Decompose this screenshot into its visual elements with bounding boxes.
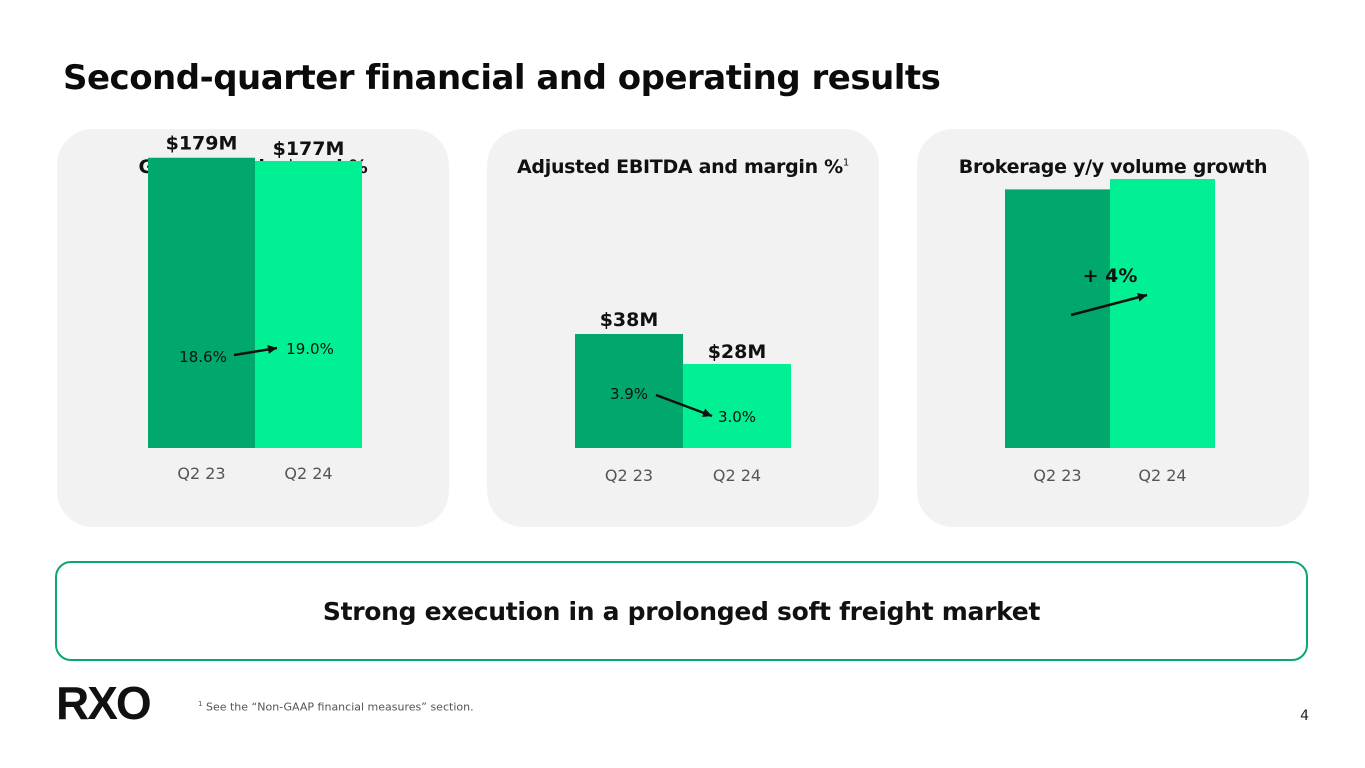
bar-q2-24 [683,364,791,448]
adjusted-ebitda-chart: Q2 23 $38M 3.9% Q2 24 $28M 3.0% [575,309,791,485]
x-tick-label: Q2 23 [1033,466,1081,485]
brokerage-volume-card: Brokerage y/y volume growth Q2 23 Q2 24 + … [917,129,1309,527]
x-tick-label: Q2 24 [713,466,761,485]
x-tick-label: Q2 23 [605,466,653,485]
data-label: $28M [708,341,767,363]
rxo-logo: RXO [56,677,152,729]
summary-banner-text: Strong execution in a prolonged soft fre… [322,596,1041,626]
x-tick-label: Q2 24 [1138,466,1186,485]
trend-arrow-line [655,393,713,418]
bar-q2-24 [1110,179,1215,448]
bar-q2-24 [255,160,362,449]
adjusted-ebitda-card: Adjusted EBITDA and margin %1 Q2 23 $38M 3… [487,129,879,527]
footnote: 1 See the “Non-GAAP financial measures” … [198,700,474,714]
margin-percent-label: 19.0% [286,340,334,358]
summary-banner: Strong execution in a prolonged soft fre… [55,561,1308,661]
brokerage-volume-chart: Q2 23 Q2 24 + 4% [1005,179,1215,485]
trend-arrow-head [267,345,277,354]
bar-q2-23 [1005,189,1110,448]
page-title: Second-quarter financial and operating r… [63,58,941,98]
gross-margin-chart: Q2 23 $179M 18.6% Q2 24 $177M 19.0% [148,133,362,483]
data-label: $177M [273,138,345,160]
x-tick-label: Q2 23 [177,464,225,483]
data-label: $179M [166,133,238,155]
margin-percent-label: 3.0% [718,408,756,426]
adjusted-ebitda-chart-title: Adjusted EBITDA and margin %1 [517,156,849,178]
trend-arrow-line [1070,293,1148,317]
bar-q2-23 [148,157,255,448]
trend-arrow-head [701,408,712,418]
x-tick-label: Q2 24 [284,464,332,483]
growth-label: + 4% [1083,265,1138,287]
margin-percent-label: 3.9% [610,385,648,403]
footnote-marker: 1 [842,157,849,169]
margin-percent-label: 18.6% [179,348,227,366]
bar-q2-23 [575,334,683,448]
trend-arrow-head [1137,292,1147,302]
page-number: 4 [1300,708,1309,724]
data-label: $38M [600,309,659,331]
brokerage-volume-chart-title: Brokerage y/y volume growth [958,156,1268,178]
